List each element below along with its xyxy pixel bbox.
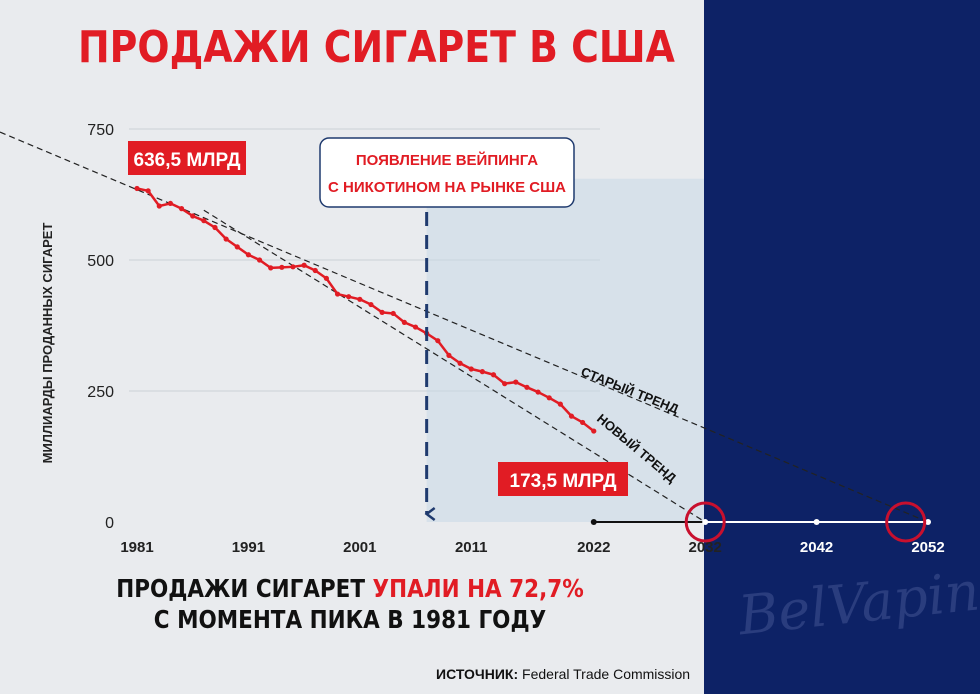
data-point xyxy=(279,264,285,270)
data-point xyxy=(591,428,597,434)
data-point xyxy=(268,265,274,271)
data-point xyxy=(557,401,563,407)
data-point xyxy=(468,366,474,372)
data-point xyxy=(390,310,396,317)
new-trend-zero-marker xyxy=(684,501,726,543)
x-axis-dot xyxy=(925,519,931,525)
x-tick-label: 2022 xyxy=(577,539,610,556)
data-point xyxy=(201,218,207,224)
source-value: Federal Trade Commission xyxy=(518,666,691,682)
peak-label: 636,5 МЛРД xyxy=(134,150,241,171)
data-point xyxy=(145,188,151,194)
vaping-callout-line: С НИКОТИНОМ НА РЫНКЕ США xyxy=(328,179,566,196)
y-axis-label: МИЛЛИАРДЫ ПРОДАННЫХ СИГАРЕТ xyxy=(40,223,55,464)
data-point xyxy=(290,264,296,270)
data-point xyxy=(346,294,352,300)
x-tick-label: 1981 xyxy=(120,539,153,556)
data-point xyxy=(490,372,497,378)
data-point xyxy=(524,384,530,390)
data-point xyxy=(178,206,185,212)
x-axis-dot xyxy=(702,519,709,525)
data-point xyxy=(368,301,374,308)
data-point xyxy=(446,352,452,358)
data-point xyxy=(379,309,385,315)
data-point xyxy=(513,379,519,385)
summary-highlight: УПАЛИ НА 72,7% xyxy=(372,574,584,603)
data-point xyxy=(535,389,541,395)
summary-line-1: ПРОДАЖИ СИГАРЕТ УПАЛИ НА 72,7% xyxy=(49,573,651,604)
data-point xyxy=(435,338,441,344)
source-note: ИСТОЧНИК: Federal Trade Commission xyxy=(436,666,690,682)
data-point xyxy=(156,203,162,209)
right-panel xyxy=(704,0,980,694)
data-point xyxy=(190,213,196,219)
page-title: ПРОДАЖИ СИГАРЕТ В США xyxy=(78,22,675,73)
data-point xyxy=(412,324,419,330)
y-tick-label: 750 xyxy=(87,122,114,139)
data-point xyxy=(334,291,341,297)
x-tick-label: 2001 xyxy=(343,539,376,556)
data-point xyxy=(502,381,508,387)
data-point xyxy=(568,413,575,419)
x-tick-label: 2032 xyxy=(688,539,721,556)
summary-prefix: ПРОДАЖИ СИГАРЕТ xyxy=(116,574,373,603)
vaping-callout-box xyxy=(319,137,575,208)
y-tick-label: 500 xyxy=(87,253,114,270)
x-tick-label: 2042 xyxy=(800,539,833,556)
data-point xyxy=(580,419,586,426)
data-point xyxy=(323,275,329,281)
data-point xyxy=(457,360,463,366)
data-point xyxy=(357,296,363,302)
data-point xyxy=(245,252,252,258)
data-point xyxy=(401,319,407,325)
x-tick-label: 2011 xyxy=(455,539,488,556)
summary-text: ПРОДАЖИ СИГАРЕТ УПАЛИ НА 72,7% С МОМЕНТА… xyxy=(0,573,700,635)
data-point xyxy=(212,224,218,231)
data-point xyxy=(312,267,318,274)
data-point xyxy=(223,236,229,242)
x-tick-label: 1991 xyxy=(232,539,265,556)
data-point xyxy=(256,257,263,263)
data-point xyxy=(134,185,140,192)
data-point xyxy=(546,395,552,401)
data-point xyxy=(479,369,485,375)
peak-label-box xyxy=(128,141,246,175)
vaping-callout-line: ПОЯВЛЕНИЕ ВЕЙПИНГА xyxy=(356,151,538,169)
x-tick-label: 2052 xyxy=(911,539,944,556)
data-point xyxy=(167,200,174,207)
data-point xyxy=(301,262,307,268)
old-trend-line xyxy=(0,131,929,523)
summary-line-2: С МОМЕНТА ПИКА В 1981 ГОДУ xyxy=(153,605,547,634)
source-label: ИСТОЧНИК: xyxy=(436,666,519,682)
y-tick-label: 0 xyxy=(105,515,114,532)
data-point xyxy=(234,244,240,250)
y-tick-label: 250 xyxy=(87,384,114,401)
old-trend-zero-marker xyxy=(885,501,927,543)
x-axis-dot xyxy=(813,519,820,525)
latest-label-box xyxy=(498,462,628,496)
latest-label: 173,5 МЛРД xyxy=(510,471,617,492)
x-axis-dot xyxy=(590,519,597,525)
